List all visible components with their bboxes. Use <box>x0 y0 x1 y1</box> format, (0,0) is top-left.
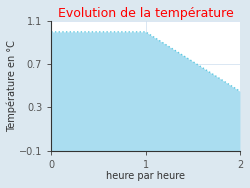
Title: Evolution de la température: Evolution de la température <box>58 7 234 20</box>
X-axis label: heure par heure: heure par heure <box>106 171 185 181</box>
Y-axis label: Température en °C: Température en °C <box>7 40 18 132</box>
